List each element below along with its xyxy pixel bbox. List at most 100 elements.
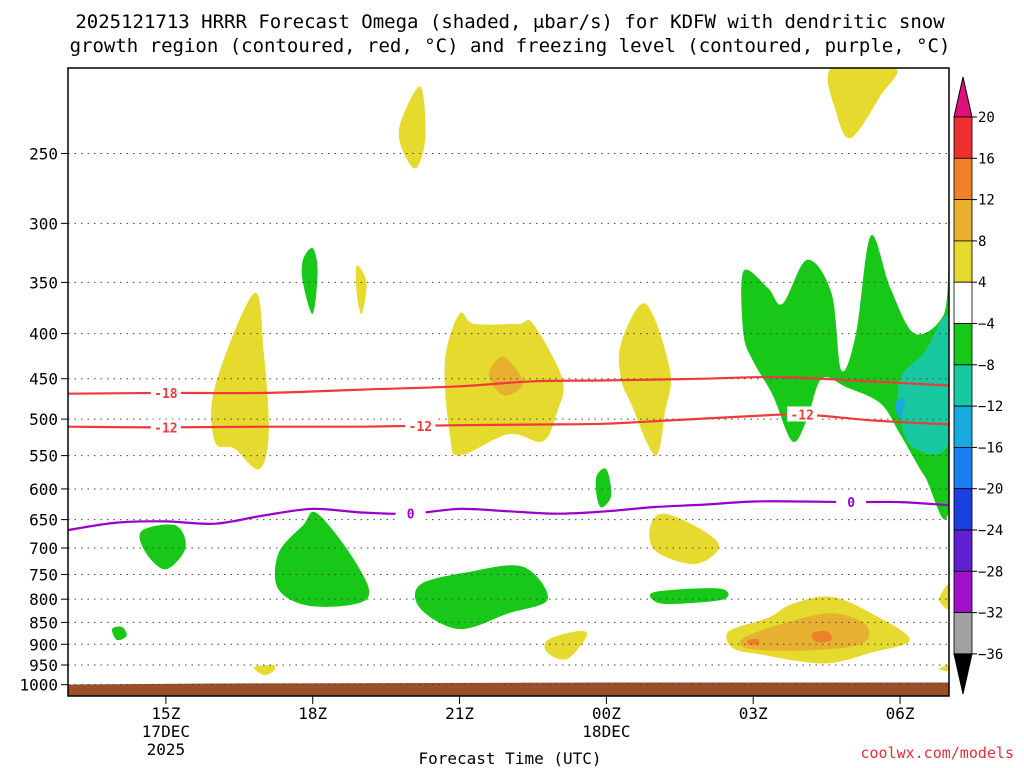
y-axis: 250 300 350 400 450 500 550 600 650 700 750 800 850 9… [19, 144, 68, 695]
colorbar-legend: 20 16 12 8 4 −4 −8 −12 −16 −20 −24 −28 −32 −36 [953, 76, 1003, 695]
colorbar-label-10: −24 [978, 523, 1003, 539]
x-tick-date-15Z: 17DEC [142, 722, 190, 741]
y-tick-label-950: 950 [29, 656, 58, 675]
contour-label-isotherm-minus-12-left-15: -12 [154, 421, 177, 436]
y-tick-label-500: 500 [29, 410, 58, 429]
colorbar-label-5: −4 [978, 317, 995, 333]
x-tick-label-00Z: 00Z [592, 704, 621, 723]
plot-frame [67, 67, 950, 697]
x-tick-date-00Z: 18DEC [582, 722, 630, 741]
contour-label-bg-freezing-level-0-right-29 [836, 494, 867, 510]
colorbar-top-arrow [953, 76, 973, 118]
colorbar-bin-16-20 [953, 116, 973, 159]
chart-title-line1: 2025121713 HRRR Forecast Omega (shaded, … [75, 11, 945, 33]
y-tick-label-800: 800 [29, 590, 58, 609]
colorbar-bin--4-4 [953, 281, 973, 324]
x-tick-label-15Z: 15Z [151, 704, 180, 723]
colorbar-bin--16--12 [953, 405, 973, 448]
contour-label-isotherm-minus-12-right-28: -12 [790, 408, 813, 423]
contour-label-isotherm-minus-18-15: -18 [154, 387, 178, 402]
omega-region-sink-05z-215 [827, 68, 898, 139]
colorbar-bin--12--8 [953, 364, 973, 407]
colorbar-bin--24--20 [953, 488, 973, 531]
x-axis-label: Forecast Time (UTC) [418, 749, 601, 768]
colorbar-label-2: 12 [978, 193, 995, 209]
colorbar-label-13: −36 [978, 647, 1003, 663]
y-tick-label-300: 300 [29, 214, 58, 233]
omega-region-sink-17z-470 [211, 292, 269, 470]
colorbar-label-0: 20 [978, 110, 995, 126]
contour-label-isotherm-minus-12-20.2: -12 [409, 420, 432, 435]
contour-line-isotherm-minus-18 [68, 375, 949, 395]
y-tick-label-600: 600 [29, 480, 58, 499]
site-credit[interactable]: coolwx.com/models [860, 744, 1014, 762]
y-tick-label-900: 900 [29, 635, 58, 654]
y-tick-label-250: 250 [29, 144, 58, 163]
omega-region-sink-22z-440-core [488, 356, 524, 396]
colorbar-bin-4-8 [953, 240, 973, 283]
y-tick-label-400: 400 [29, 325, 58, 344]
omega-region-rise-21z-790 [414, 565, 548, 630]
omega-region-sink-07z-955 [939, 664, 949, 672]
colorbar-label-6: −8 [978, 358, 995, 374]
x-tick-year-15Z: 2025 [147, 740, 186, 759]
colorbar-label-8: −16 [978, 440, 1003, 456]
y-tick-label-700: 700 [29, 539, 58, 558]
omega-region-sink-02z-895-max [747, 638, 760, 645]
y-tick-label-850: 850 [29, 613, 58, 632]
ground-fill [68, 682, 949, 696]
y-tick-label-550: 550 [29, 447, 58, 466]
omega-region-sink-23z-900 [544, 631, 588, 660]
x-tick-label-21Z: 21Z [445, 704, 474, 723]
omega-region-sink-07z-800 [939, 584, 949, 610]
colorbar-bin--28--24 [953, 529, 973, 572]
colorbar-bin--36--32 [953, 612, 973, 655]
omega-region-rise-18z-335 [301, 247, 318, 315]
y-tick-label-1000: 1000 [19, 676, 58, 695]
omega-region-sink-04z-880-max [811, 630, 832, 643]
omega-region-sink-18z-960 [253, 664, 276, 676]
contour-label-bg-isotherm-minus-12-20.2 [405, 417, 436, 433]
colorbar-label-4: 4 [978, 275, 986, 291]
omega-region-rise-02z-800 [649, 588, 729, 605]
colorbar-label-1: 16 [978, 151, 995, 167]
x-tick-label-03Z: 03Z [739, 704, 768, 723]
colorbar-label-7: −12 [978, 399, 1003, 415]
colorbar-bin-12-16 [953, 157, 973, 201]
omega-region-rise-03z-420 [741, 235, 949, 520]
colorbar-bin--8--4 [953, 323, 973, 366]
ground-surface [68, 682, 949, 696]
colorbar-label-3: 8 [978, 234, 986, 250]
omega-region-sink-19z-355 [355, 265, 367, 315]
colorbar-bin-8-12 [953, 199, 973, 242]
contour-label-freezing-level-0-20: 0 [407, 508, 415, 523]
colorbar-label-9: −20 [978, 482, 1003, 498]
colorbar-label-12: −32 [978, 606, 1003, 622]
omega-region-rise-15z-700 [139, 524, 186, 570]
colorbar-bin--32--28 [953, 570, 973, 613]
colorbar-bottom-arrow [953, 653, 973, 695]
omega-region-rise-00z-605 [595, 468, 612, 508]
contour-label-freezing-level-0-right-29: 0 [847, 496, 855, 511]
chart-title-line2: growth region (contoured, red, °C) and f… [70, 35, 951, 57]
x-tick-label-18Z: 18Z [298, 704, 327, 723]
omega-region-rise-18z-710 [274, 511, 370, 607]
plot-area: -18 -12 0 -12 -12 0 [67, 67, 950, 697]
y-tick-label-750: 750 [29, 565, 58, 584]
contour-label-bg-isotherm-minus-12-left-15 [150, 419, 181, 435]
contour-label-bg-freezing-level-0-20 [395, 505, 426, 521]
contour-label-bg-isotherm-minus-12-right-28 [787, 406, 818, 422]
x-tick-label-06Z: 06Z [886, 704, 915, 723]
omega-region-rise-14z-875 [111, 626, 127, 641]
contour-line-freezing-level-0 [68, 500, 949, 532]
colorbar-label-11: −28 [978, 564, 1003, 580]
omega-region-sink-20z-235 [398, 86, 426, 169]
omega-region-sink-01z-690 [649, 513, 720, 565]
y-tick-label-350: 350 [29, 273, 58, 292]
y-tick-label-450: 450 [29, 370, 58, 389]
y-tick-label-650: 650 [29, 511, 58, 530]
contour-label-bg-isotherm-minus-18-15 [150, 384, 181, 400]
temperature-contours: -18 -12 0 -12 -12 0 [68, 375, 949, 532]
